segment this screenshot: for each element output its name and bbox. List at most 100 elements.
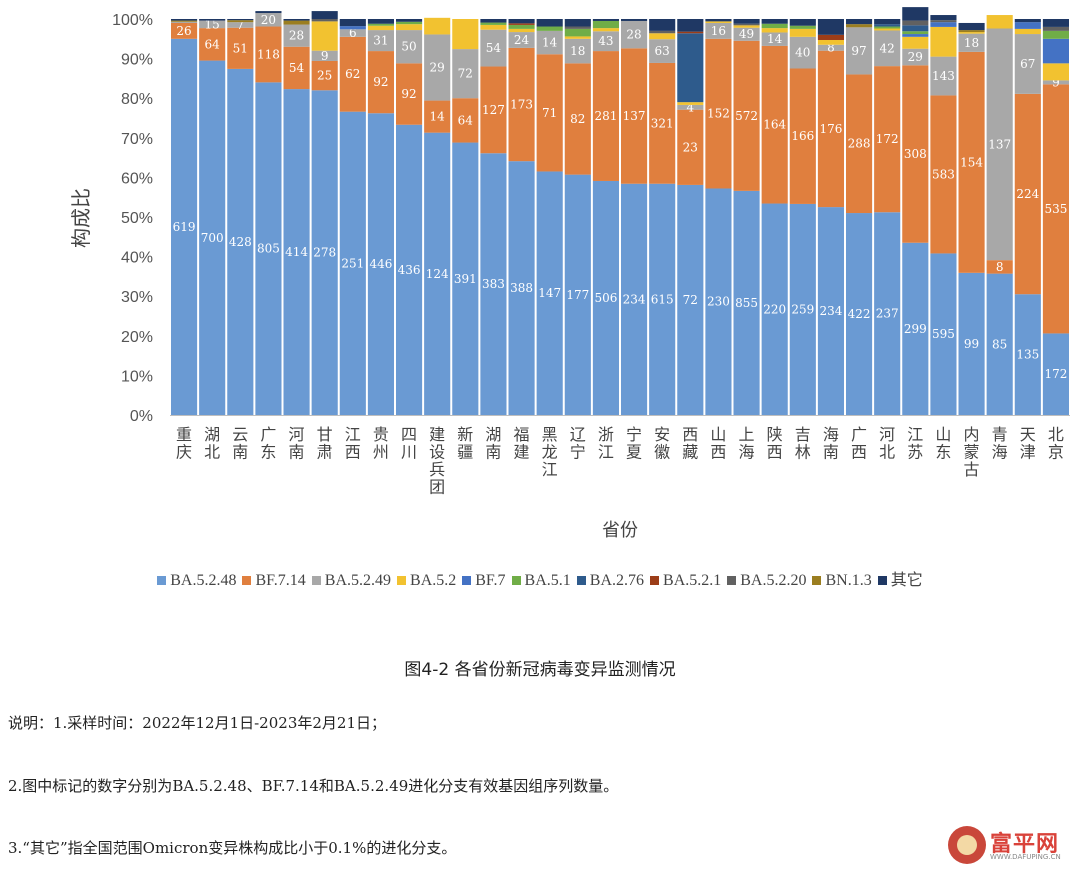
data-label: 619 xyxy=(173,220,196,234)
data-label: 8 xyxy=(827,41,835,55)
logo-url: WWW.DAFUPING.CN xyxy=(990,853,1061,861)
x-tick-label: 新疆 xyxy=(457,425,473,462)
bar-stack: 237 172 42 xyxy=(874,19,901,415)
data-label: 446 xyxy=(369,257,392,271)
bar-segment xyxy=(902,34,929,37)
bar-segment xyxy=(761,28,788,33)
data-label: 288 xyxy=(848,137,871,151)
bar-segment xyxy=(227,19,254,21)
x-tick-label: 上海 xyxy=(739,425,755,462)
bar-segment xyxy=(677,102,704,105)
y-tick-label: 70% xyxy=(121,131,153,148)
bar-segment xyxy=(536,19,563,27)
bar-segment xyxy=(817,39,844,45)
bar-segment xyxy=(846,213,873,415)
bar-segment xyxy=(761,23,788,29)
bar-segment xyxy=(255,26,282,83)
data-label: 67 xyxy=(1020,57,1035,71)
bar-segment xyxy=(677,184,704,415)
bar-segment xyxy=(621,19,648,21)
data-label: 166 xyxy=(791,129,814,143)
bar-segment xyxy=(508,24,535,29)
bar-segment xyxy=(311,19,338,22)
site-watermark-logo: 富平网 WWW.DAFUPING.CN xyxy=(948,826,1072,866)
bar-segment xyxy=(227,27,254,69)
legend-label: BA.5.2.48 xyxy=(170,572,237,589)
bar-stack: 147 71 14 xyxy=(536,19,563,415)
bar-segment xyxy=(255,13,282,27)
x-tick-label: 浙江 xyxy=(598,425,614,462)
y-tick-label: 90% xyxy=(121,52,153,69)
bar-segment xyxy=(705,188,732,415)
data-label: 9 xyxy=(321,49,329,63)
bar-segment xyxy=(817,50,844,208)
x-tick-label: 西藏 xyxy=(682,425,698,462)
bar-segment xyxy=(986,15,1013,29)
bar-segment xyxy=(621,20,648,49)
bar-segment xyxy=(930,56,957,96)
bar-segment xyxy=(789,68,816,204)
bar-stack: 391 64 72 xyxy=(452,19,479,415)
bar-stack: 436 92 50 xyxy=(396,19,423,416)
data-label: 28 xyxy=(289,29,304,43)
bar-stack: 177 82 18 xyxy=(564,19,591,415)
legend-label: BA.2.76 xyxy=(589,572,645,589)
bar-segment xyxy=(958,32,985,34)
bar-segment xyxy=(564,38,591,64)
data-label: 251 xyxy=(341,256,364,270)
bar-segment xyxy=(846,74,873,214)
legend-swatch xyxy=(157,575,167,585)
legend-swatch xyxy=(311,575,321,585)
bar-segment xyxy=(592,31,619,52)
bar-segment xyxy=(986,28,1013,261)
data-label: 9 xyxy=(1052,75,1060,89)
legend-swatch xyxy=(650,575,660,585)
bar-segment xyxy=(592,19,619,21)
bar-segment xyxy=(536,171,563,415)
bar-stack: 506 281 43 xyxy=(592,19,619,415)
bar-segment xyxy=(339,26,366,30)
data-label: 143 xyxy=(932,69,955,83)
bar-segment xyxy=(649,33,676,40)
legend-item: BA.5.2.1 xyxy=(650,572,721,590)
bar-stack: 124 14 29 xyxy=(424,17,451,416)
bar-segment xyxy=(789,28,816,37)
bar-segment xyxy=(705,38,732,189)
bar-segment xyxy=(874,26,901,29)
data-label: 855 xyxy=(735,296,758,310)
bar-segment xyxy=(677,109,704,185)
bar-segment xyxy=(536,26,563,31)
bar-segment xyxy=(396,63,423,125)
bar-stack: 259 166 40 xyxy=(789,19,816,415)
bar-stack: 234 137 28 xyxy=(621,19,648,415)
y-tick-label: 50% xyxy=(121,210,153,227)
x-tick-label: 广西 xyxy=(851,425,867,462)
bar-segment xyxy=(508,19,535,24)
x-tick-label: 江苏 xyxy=(907,425,923,462)
bar-segment xyxy=(199,19,226,21)
bar-segment xyxy=(1014,34,1041,94)
y-tick-label: 0% xyxy=(130,408,153,425)
bar-segment xyxy=(480,66,507,154)
data-label: 135 xyxy=(1016,348,1039,362)
bar-segment xyxy=(424,17,451,35)
x-tick-label: 辽宁 xyxy=(570,425,586,462)
x-tick-label: 内蒙古 xyxy=(964,425,980,479)
data-label: 137 xyxy=(623,109,646,123)
x-tick-label: 吉林 xyxy=(795,425,811,462)
x-tick-label: 天津 xyxy=(1020,425,1036,462)
x-tick-label: 山西 xyxy=(710,425,726,462)
bar-segment xyxy=(592,20,619,29)
bar-segment xyxy=(874,19,901,25)
bar-segment xyxy=(283,24,310,47)
bar-segment xyxy=(424,34,451,101)
legend-item: BA.5.1 xyxy=(511,572,571,590)
data-label: 7 xyxy=(236,18,244,32)
bar-stack: 234 176 8 xyxy=(817,19,844,415)
data-label: 99 xyxy=(964,337,979,351)
bar-segment xyxy=(789,36,816,69)
bar-segment xyxy=(789,203,816,415)
bar-segment xyxy=(396,24,423,31)
x-tick-label: 建设兵团 xyxy=(429,425,445,497)
data-label: 20 xyxy=(261,13,276,27)
